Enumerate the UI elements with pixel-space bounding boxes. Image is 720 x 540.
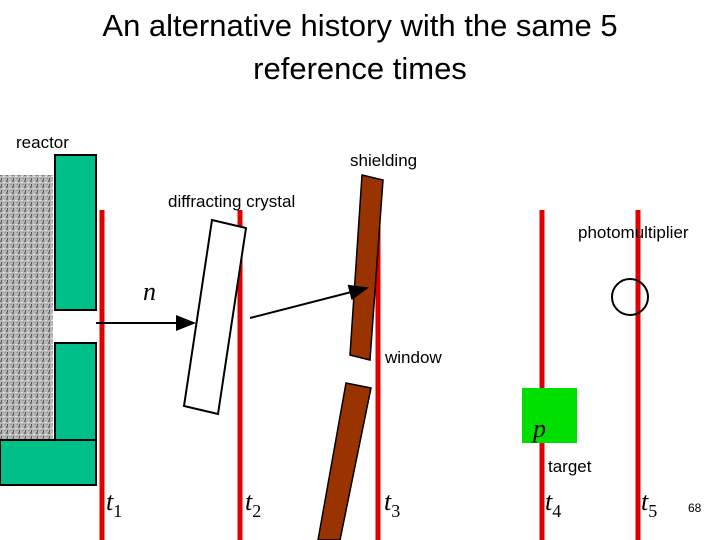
title-line: reference times: [253, 51, 467, 86]
neutron-label: n: [143, 277, 156, 306]
time-labels: t1 t2 t3 t4 t5: [106, 487, 657, 521]
label: diffracting crystal: [168, 192, 295, 211]
time-index: 5: [648, 501, 657, 521]
time-label: t5: [641, 487, 657, 521]
target: [522, 388, 577, 443]
reactor-shield: [0, 154, 97, 486]
time-label: t3: [384, 487, 400, 521]
label: photomultiplier: [578, 223, 689, 242]
crystal: [182, 218, 248, 416]
time-label: t2: [245, 487, 261, 521]
reactor-core: [0, 175, 53, 440]
label: shielding: [350, 151, 417, 170]
time-symbol: t: [106, 487, 114, 516]
time-index: 4: [552, 501, 561, 521]
photomultiplier: [611, 278, 649, 316]
time-label: t4: [545, 487, 561, 521]
proton-label: p: [531, 414, 546, 443]
title-line: An alternative history with the same 5: [102, 8, 617, 43]
time-symbol: t: [245, 487, 253, 516]
time-label: t1: [106, 487, 122, 521]
time-index: 1: [113, 501, 122, 521]
label: window: [384, 348, 442, 367]
label: target: [548, 457, 592, 476]
time-symbol: t: [641, 487, 649, 516]
neutron-arrow: [249, 284, 369, 319]
label: reactor: [16, 133, 69, 152]
shielding-wall: [317, 382, 372, 540]
time-symbol: t: [545, 487, 553, 516]
page-number: 68: [688, 501, 702, 515]
time-index: 3: [391, 501, 400, 521]
time-symbol: t: [384, 487, 392, 516]
time-index: 2: [252, 501, 261, 521]
